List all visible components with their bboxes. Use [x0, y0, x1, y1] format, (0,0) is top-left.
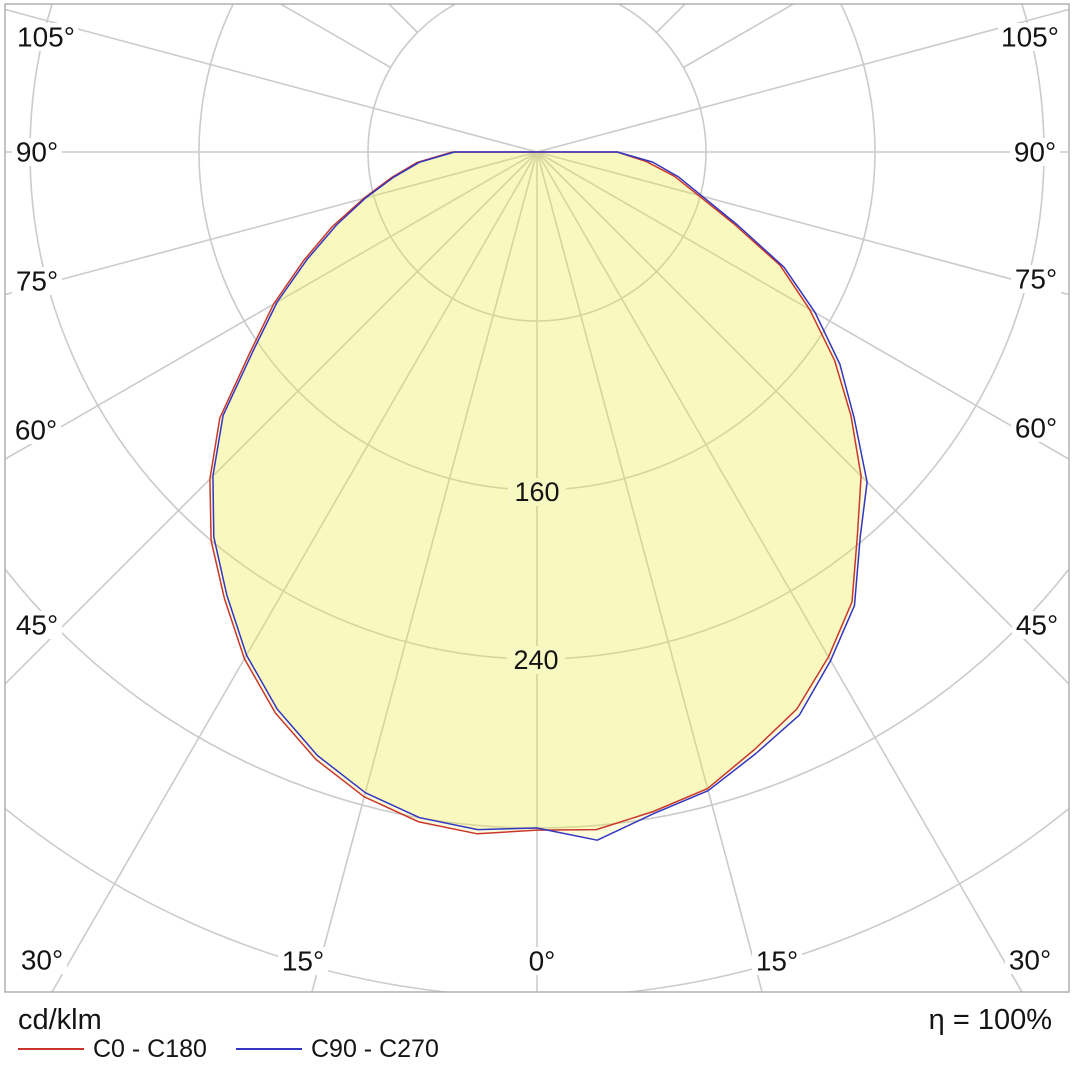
- grid-ray--60deg: [5, 151, 538, 461]
- angle-label: 75°: [1015, 264, 1057, 295]
- angle-label-mask: [278, 947, 328, 975]
- angle-label-mask: [1005, 946, 1055, 974]
- angle-label: 15°: [282, 946, 324, 977]
- angle-label-mask: [1011, 265, 1061, 293]
- grid-ray--45deg: [5, 151, 538, 686]
- legend-line-c0-c180-swatch: [18, 1048, 84, 1050]
- grid-ray-45deg: [536, 151, 1069, 686]
- legend-line-c90-c270-swatch: [236, 1048, 302, 1050]
- angle-label-mask: [12, 138, 62, 166]
- angle-label-mask: [998, 23, 1062, 51]
- ring-value-label: 160: [514, 477, 559, 507]
- grid-ray-75deg: [536, 151, 1069, 296]
- angle-label-mask: [752, 947, 802, 975]
- angle-label: 45°: [16, 610, 58, 641]
- grid-ray-30deg: [536, 151, 1023, 992]
- ring-value-label: 240: [513, 645, 558, 675]
- angle-label-mask: [12, 611, 62, 639]
- legend-item-c0-c180: C0 - C180: [18, 1035, 207, 1063]
- legend-item-c90-c270: C90 - C270: [236, 1035, 439, 1063]
- grid-ray-105deg: [536, 8, 1069, 153]
- angle-label: 105°: [17, 22, 75, 53]
- angle-label: 105°: [1001, 22, 1059, 53]
- grid-ray--30deg: [51, 151, 538, 992]
- angle-label-mask: [11, 416, 61, 444]
- legend-label-c0-c180: C0 - C180: [93, 1034, 207, 1063]
- grid-ray--75deg: [5, 151, 538, 296]
- angle-label: 90°: [16, 137, 58, 168]
- chart-frame: [4, 3, 1070, 993]
- angle-label-mask: [17, 946, 67, 974]
- curve-c90-c270: [212, 151, 868, 841]
- angle-label-mask: [1011, 414, 1061, 442]
- grid-ray--105deg: [5, 8, 538, 153]
- angle-label: 45°: [1016, 610, 1058, 641]
- angle-label: 75°: [16, 266, 58, 297]
- angle-label: 0°: [529, 946, 556, 977]
- grid-ray-150deg: [620, 4, 624, 7]
- angle-label-mask: [1012, 611, 1062, 639]
- curve-c0-c180: [209, 151, 862, 835]
- units-label: cd/klm: [18, 1004, 102, 1036]
- angle-label-mask: [1010, 138, 1060, 166]
- angle-label: 90°: [1014, 137, 1056, 168]
- angle-label: 30°: [21, 945, 63, 976]
- ring-label-mask: [507, 646, 565, 674]
- grid-ray-60deg: [536, 151, 1069, 461]
- angle-label-mask: [524, 947, 560, 975]
- angle-label: 30°: [1009, 945, 1051, 976]
- grid-ray--150deg: [450, 4, 454, 7]
- ring-label-mask: [508, 478, 566, 506]
- legend-label-c90-c270: C90 - C270: [311, 1034, 439, 1063]
- grid-ray--15deg: [311, 151, 538, 992]
- angle-label: 15°: [756, 946, 798, 977]
- grid-ray-15deg: [536, 151, 763, 992]
- angle-label-mask: [12, 267, 62, 295]
- angle-label: 60°: [15, 415, 57, 446]
- angle-label-mask: [14, 23, 78, 51]
- angle-label: 60°: [1015, 413, 1057, 444]
- efficiency-label: η = 100%: [928, 1004, 1052, 1036]
